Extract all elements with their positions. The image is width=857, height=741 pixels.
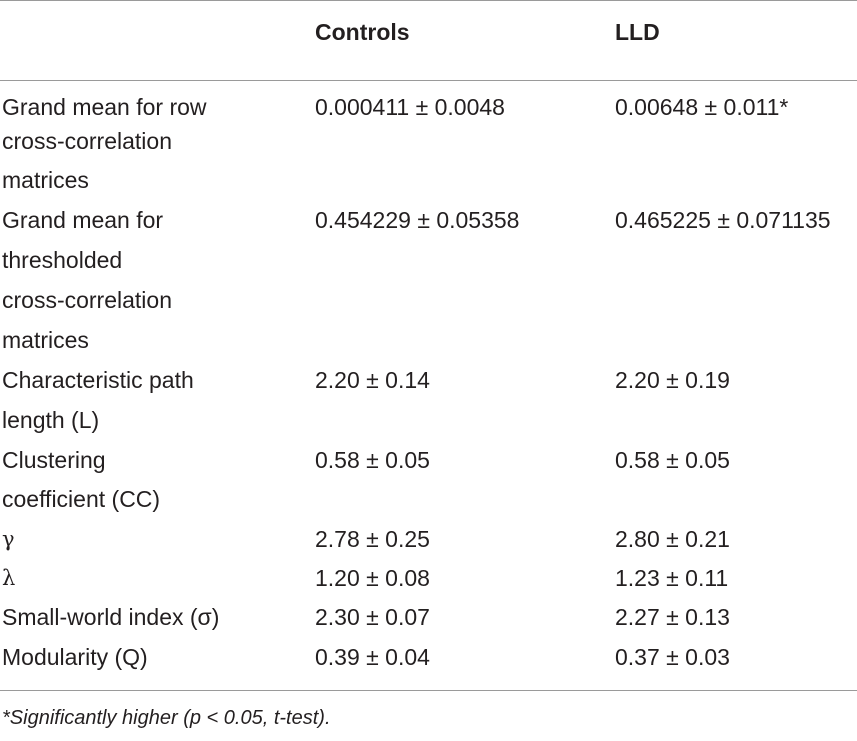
row-label-line: thresholded: [2, 247, 123, 273]
row-label-line: Grand mean for: [2, 207, 164, 233]
lld-value: 2.27 ± 0.13: [615, 604, 730, 630]
controls-value: 2.20 ± 0.14: [315, 367, 430, 393]
row-label-line: matrices: [2, 327, 89, 353]
row-label-line: Clustering: [2, 447, 106, 473]
row-label-line: cross-correlation: [2, 287, 172, 313]
controls-value: 0.454229 ± 0.05358: [315, 207, 520, 233]
footnote: *Significantly higher (p < 0.05, t-test)…: [2, 707, 331, 729]
row-label-line: Characteristic path: [2, 367, 194, 393]
lld-value: 0.465225 ± 0.071135: [615, 207, 831, 233]
lld-value: 0.37 ± 0.03: [615, 644, 730, 670]
header-lld: LLD: [615, 19, 660, 45]
row-label-line: Modularity (Q): [2, 644, 148, 670]
header-rule: [0, 80, 857, 81]
controls-value: 1.20 ± 0.08: [315, 565, 430, 591]
lld-value: 1.23 ± 0.11: [615, 565, 729, 591]
controls-value: 0.58 ± 0.05: [315, 447, 430, 473]
controls-value: 2.30 ± 0.07: [315, 604, 430, 630]
controls-value: 2.78 ± 0.25: [315, 526, 430, 552]
row-label-line: Grand mean for row: [2, 94, 207, 120]
controls-value: 0.39 ± 0.04: [315, 644, 430, 670]
row-label-line: γ: [2, 527, 15, 551]
row-label-line: Small-world index (σ): [2, 604, 220, 630]
lld-value: 0.00648 ± 0.011*: [615, 94, 789, 120]
controls-value: 0.000411 ± 0.0048: [315, 94, 505, 120]
top-rule: [0, 0, 857, 1]
row-label-line: length (L): [2, 407, 100, 433]
row-label-line: cross-correlation: [2, 128, 172, 154]
lld-value: 2.20 ± 0.19: [615, 367, 730, 393]
lld-value: 0.58 ± 0.05: [615, 447, 730, 473]
lld-value: 2.80 ± 0.21: [615, 526, 730, 552]
row-label-line: λ: [2, 566, 16, 590]
row-label-line: matrices: [2, 167, 89, 193]
row-label-line: coefficient (CC): [2, 486, 161, 512]
bottom-rule: [0, 690, 857, 691]
header-controls: Controls: [315, 19, 410, 45]
